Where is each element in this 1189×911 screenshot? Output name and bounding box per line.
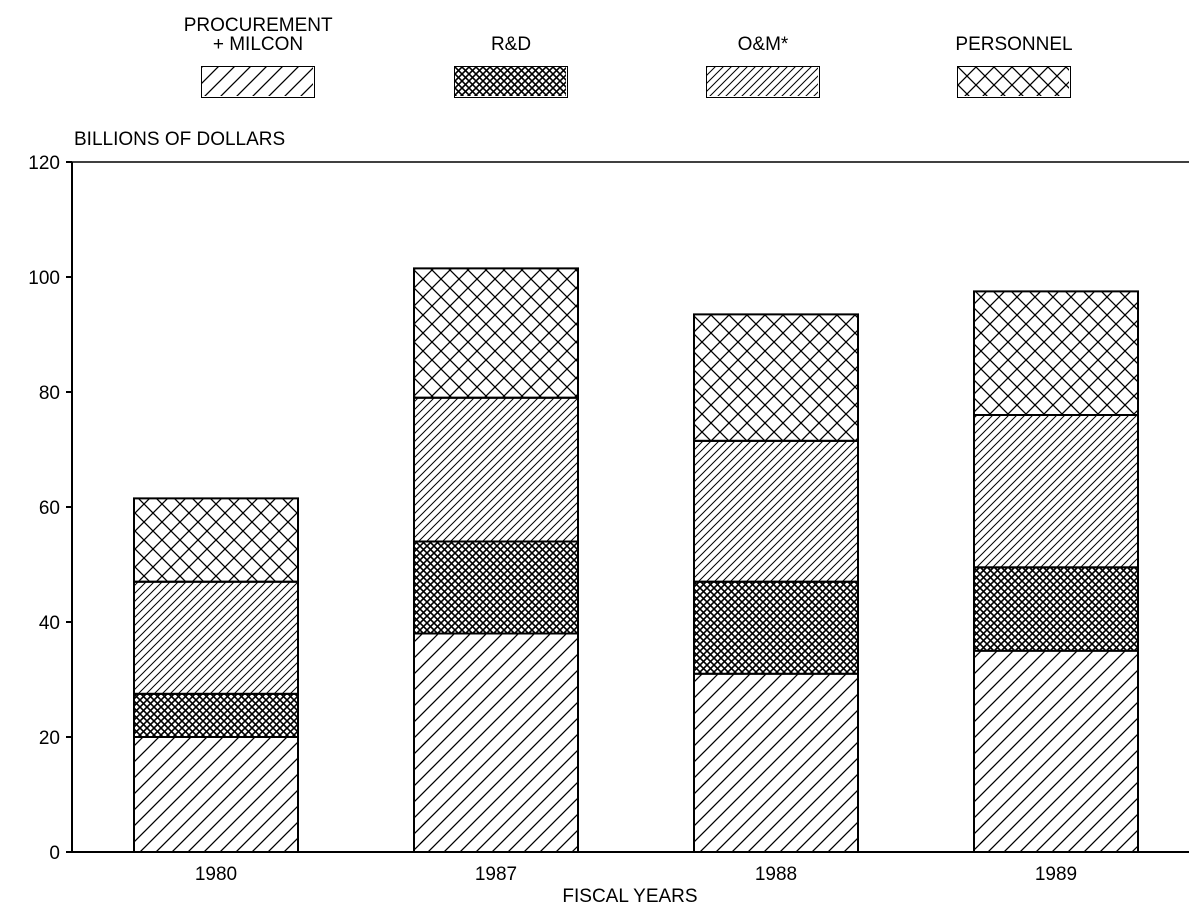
y-tick-label: 100 [28,268,60,289]
y-tick-label: 40 [39,613,60,634]
y-tick-label: 20 [39,728,60,749]
bar-segment [133,497,299,583]
bar-segment [413,540,579,635]
y-tick-label: 0 [49,843,60,864]
bar-segment [133,692,299,738]
x-tick-label: 1987 [475,864,517,885]
x-tick-label: 1988 [755,864,797,885]
bar-segment [413,396,579,543]
bar-segment [973,649,1139,853]
x-tick-label: 1980 [195,864,237,885]
y-tick-label: 120 [28,153,60,174]
bar-segment [693,313,859,442]
legend-label: PROCUREMENT + MILCON [183,15,333,55]
legend-swatch [201,66,315,98]
legend-swatch [454,66,568,98]
legend-item: PERSONNEL [939,8,1089,100]
legend: PROCUREMENT + MILCON R&D O&M* PERSONNEL [0,0,1189,110]
bar-segment [133,580,299,695]
bar-segment [973,290,1139,416]
legend-label: O&M* [737,34,789,55]
bar-segment [693,580,859,675]
legend-item: PROCUREMENT + MILCON [183,8,333,100]
bar-segment [413,632,579,853]
x-tick-label: 1989 [1035,864,1077,885]
legend-label: R&D [490,34,532,55]
y-axis-label: BILLIONS OF DOLLARS [74,129,285,150]
bar-segment [973,566,1139,652]
y-tick-label: 60 [39,498,60,519]
legend-item: R&D [436,8,586,100]
x-axis-label: FISCAL YEARS [562,886,697,907]
legend-swatch [706,66,820,98]
bar-segment [133,736,299,853]
bar-segment [413,267,579,399]
y-tick-label: 80 [39,383,60,404]
bar-segment [693,672,859,853]
legend-swatch [957,66,1071,98]
legend-item: O&M* [688,8,838,100]
legend-label: PERSONNEL [955,34,1073,55]
bar-segment [693,439,859,583]
bar-segment [973,414,1139,569]
